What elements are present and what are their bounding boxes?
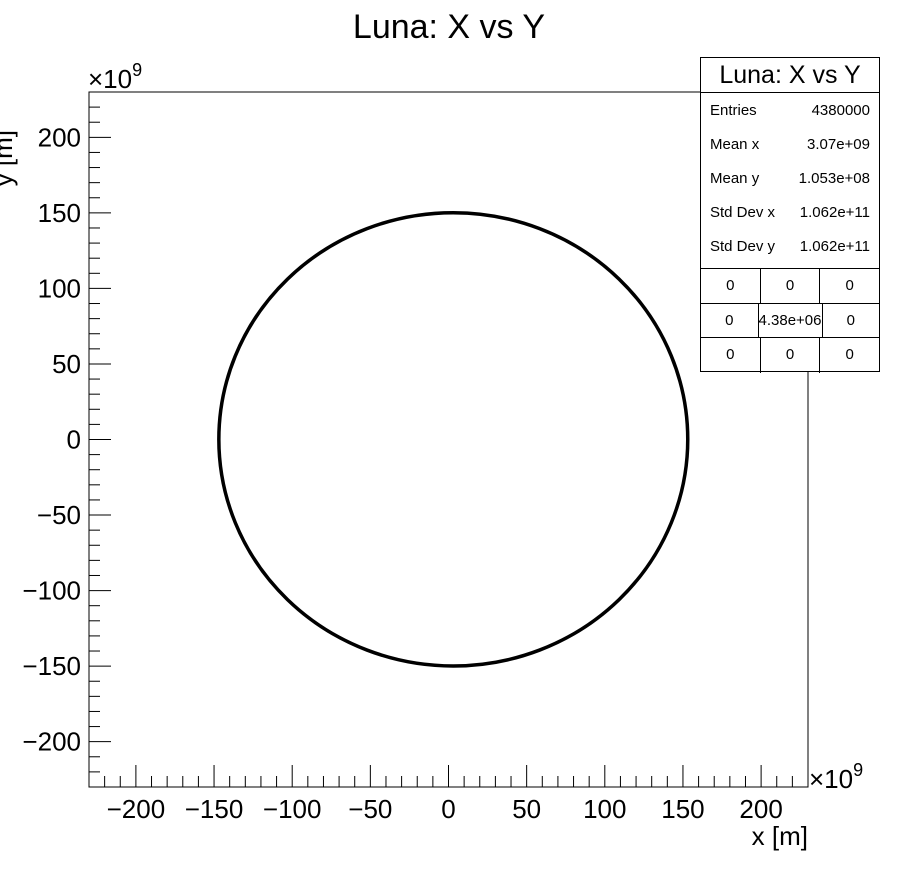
stats-value: 1.062e+11 bbox=[799, 203, 870, 221]
x-tick-label: 0 bbox=[441, 794, 455, 824]
stats-value: 4380000 bbox=[811, 101, 870, 119]
stats-label: Mean x bbox=[710, 135, 760, 153]
stats-label: Entries bbox=[710, 101, 757, 119]
y-tick-label: 100 bbox=[38, 273, 81, 303]
stats-grid-cell: 4.38e+06 bbox=[759, 303, 823, 337]
stats-row-std-dev-x: Std Dev x 1.062e+11 bbox=[701, 195, 879, 229]
stats-grid-cell: 0 bbox=[701, 269, 761, 303]
y-tick-label: 150 bbox=[38, 198, 81, 228]
stats-grid-cell: 0 bbox=[701, 303, 759, 337]
stats-row-mean-x: Mean x 3.07e+09 bbox=[701, 127, 879, 161]
x-tick-label: −150 bbox=[185, 794, 244, 824]
stats-grid-cell: 0 bbox=[761, 338, 821, 373]
y-multiplier-exponent: 9 bbox=[132, 60, 142, 80]
chart-title: Luna: X vs Y bbox=[352, 8, 546, 46]
y-tick-label: −50 bbox=[37, 500, 81, 530]
stats-label: Std Dev x bbox=[710, 203, 776, 221]
stats-label: Std Dev y bbox=[710, 237, 776, 255]
x-tick-label: 150 bbox=[661, 794, 704, 824]
y-axis-label: y [m] bbox=[0, 130, 18, 186]
orbit-path bbox=[217, 210, 690, 668]
x-tick-label: 50 bbox=[512, 794, 541, 824]
x-axis-label: x [m] bbox=[752, 821, 808, 851]
stats-box: Luna: X vs Y Entries 4380000 Mean x 3.07… bbox=[700, 57, 880, 373]
stats-grid-cell: 0 bbox=[845, 346, 854, 363]
stats-value: 3.07e+09 bbox=[807, 135, 870, 153]
stats-value: 1.062e+11 bbox=[799, 237, 870, 255]
orbit-series bbox=[217, 210, 690, 668]
y-multiplier: ×109 bbox=[88, 60, 142, 94]
y-tick-label: 0 bbox=[67, 425, 81, 455]
stats-grid-cell: 0 bbox=[761, 269, 821, 303]
x-tick-label: −200 bbox=[107, 794, 166, 824]
y-tick-label: 200 bbox=[38, 122, 81, 152]
stats-grid-cell: 0 bbox=[846, 311, 855, 329]
axis-tick-labels: −200 −150 −100 −50 0 50 100 150 200−200−150−100−… bbox=[22, 122, 782, 824]
x-tick-label: −50 bbox=[348, 794, 392, 824]
y-multiplier-base: ×10 bbox=[88, 64, 132, 94]
stats-grid-cell: 0 bbox=[701, 338, 761, 373]
y-tick-label: 50 bbox=[52, 349, 81, 379]
x-multiplier-base: ×10 bbox=[809, 764, 853, 794]
stats-row-std-dev-y: Std Dev y 1.062e+11 bbox=[701, 229, 879, 263]
stats-title: Luna: X vs Y bbox=[701, 58, 879, 93]
stats-row-mean-y: Mean y 1.053e+08 bbox=[701, 161, 879, 195]
x-multiplier: ×109 bbox=[809, 760, 863, 794]
y-tick-label: −150 bbox=[22, 651, 81, 681]
stats-overflow-grid: 0 0 0 0 4.38e+06 0 0 0 0 bbox=[701, 268, 879, 373]
stats-grid-row: 0 0 0 bbox=[701, 269, 879, 304]
x-multiplier-exponent: 9 bbox=[853, 760, 863, 780]
stats-label: Mean y bbox=[710, 169, 760, 187]
stats-row-entries: Entries 4380000 bbox=[701, 93, 879, 127]
axis-ticks bbox=[89, 106, 793, 787]
stats-grid-row: 0 0 0 bbox=[701, 338, 879, 373]
y-tick-label: −100 bbox=[22, 576, 81, 606]
stats-value: 1.053e+08 bbox=[798, 169, 870, 187]
stats-grid-row: 0 4.38e+06 0 bbox=[701, 303, 879, 338]
x-tick-label: 100 bbox=[583, 794, 626, 824]
x-tick-label: 200 bbox=[739, 794, 782, 824]
stats-grid-cell: 0 bbox=[845, 277, 854, 294]
y-tick-label: −200 bbox=[22, 727, 81, 757]
x-tick-label: −100 bbox=[263, 794, 322, 824]
